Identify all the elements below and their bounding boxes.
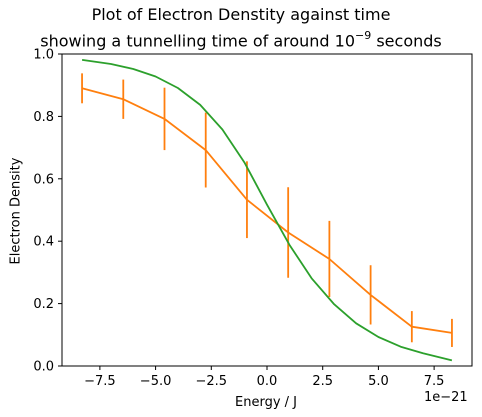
y-axis-label: Electron Density xyxy=(8,157,24,265)
chart-title-exponent: −9 xyxy=(355,29,372,42)
chart-title-line-1: Plot of Electron Denstity against time xyxy=(91,5,391,24)
x-axis-label: Energy / J xyxy=(235,395,297,410)
x-tick-label: 7.5 xyxy=(424,374,445,389)
y-tick-label: 0.8 xyxy=(33,110,54,125)
y-tick-label: 0.0 xyxy=(33,360,54,375)
x-tick-label: 0.0 xyxy=(257,374,278,389)
y-tick-label: 0.2 xyxy=(33,297,54,312)
x-tick-label: 2.5 xyxy=(312,374,333,389)
chart-title-line-2-prefix: showing a tunnelling time of around 10 xyxy=(40,31,356,51)
x-tick-label: 5.0 xyxy=(368,374,389,389)
series-line-0 xyxy=(81,87,453,334)
series-line-1 xyxy=(81,59,453,362)
x-tick-label: −5.0 xyxy=(140,374,172,389)
x-axis-offset-label: 1e−21 xyxy=(424,390,468,405)
y-tick-label: 1.0 xyxy=(33,48,54,63)
y-tick-label: 0.4 xyxy=(33,235,54,250)
chart-title-line-2-suffix: seconds xyxy=(371,31,442,51)
x-tick-label: −2.5 xyxy=(196,374,228,389)
chart-title-line-2: showing a tunnelling time of around 10−9… xyxy=(0,29,482,51)
x-tick-label: −7.5 xyxy=(84,374,116,389)
y-tick-label: 0.6 xyxy=(33,172,54,187)
